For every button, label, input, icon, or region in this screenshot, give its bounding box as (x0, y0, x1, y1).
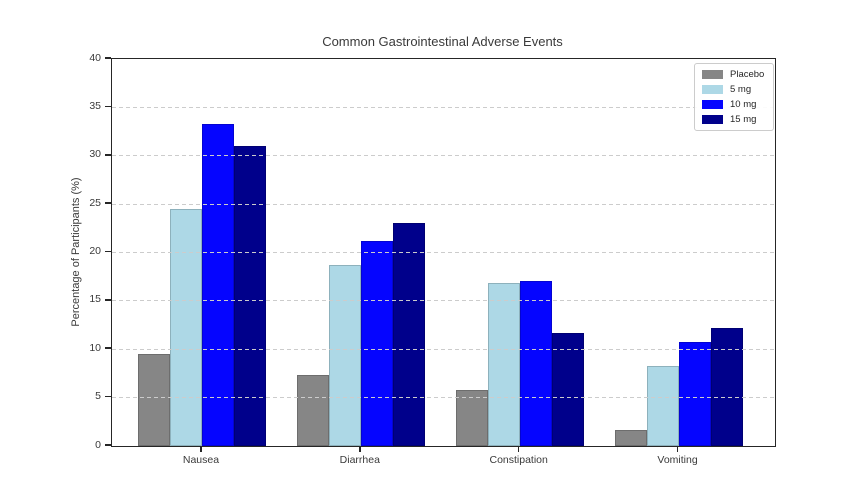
legend-item-placebo: Placebo (702, 69, 764, 80)
bar-vomiting-15-mg (710, 327, 743, 446)
x-tick-mark-nausea (200, 446, 202, 452)
y-tick-mark-25 (105, 202, 111, 204)
y-tick-label-40: 40 (89, 51, 101, 64)
bar-nausea-10-mg (201, 123, 234, 446)
legend-swatch-placebo (702, 70, 723, 79)
x-tick-mark-diarrhea (359, 446, 361, 452)
bar-nausea-5-mg (169, 208, 202, 446)
legend-label-placebo: Placebo (730, 69, 765, 80)
bar-diarrhea-placebo (296, 375, 329, 446)
legend-label-15-mg: 15 mg (730, 114, 757, 125)
x-tick-mark-constipation (517, 446, 520, 452)
y-tick-mark-35 (105, 105, 111, 108)
bar-vomiting-placebo (614, 429, 647, 446)
y-tick-label-30: 30 (89, 148, 101, 161)
gridline-25 (112, 203, 775, 205)
bar-constipation-5-mg (487, 283, 520, 446)
bar-vomiting-5-mg (646, 365, 679, 446)
legend-item-5-mg: 5 mg (702, 84, 764, 95)
y-tick-label-25: 25 (89, 196, 101, 209)
y-tick-mark-10 (105, 347, 111, 350)
plot-area (111, 58, 776, 447)
y-tick-mark-30 (105, 153, 111, 156)
bar-nausea-placebo (137, 354, 170, 446)
x-tick-label-vomiting: Vomiting (657, 454, 698, 466)
bar-constipation-placebo (455, 389, 488, 446)
gridline-5 (112, 397, 775, 399)
y-tick-label-5: 5 (95, 390, 101, 403)
bar-diarrhea-5-mg (328, 265, 361, 446)
legend-swatch-10-mg (702, 100, 723, 109)
legend-item-15-mg: 15 mg (702, 114, 764, 125)
y-tick-mark-15 (105, 299, 111, 301)
bar-nausea-15-mg (233, 146, 266, 446)
gridline-15 (112, 300, 775, 302)
x-tick-mark-vomiting (676, 446, 679, 452)
chart-title: Common Gastrointestinal Adverse Events (322, 34, 563, 49)
y-tick-mark-0 (105, 444, 111, 446)
y-tick-mark-40 (105, 57, 111, 59)
y-tick-label-20: 20 (89, 245, 101, 257)
y-tick-label-35: 35 (89, 99, 101, 112)
x-tick-label-constipation: Constipation (489, 454, 548, 466)
bar-diarrhea-10-mg (360, 240, 393, 446)
bar-diarrhea-15-mg (392, 223, 425, 446)
gridline-35 (112, 106, 775, 108)
y-tick-label-15: 15 (89, 293, 101, 306)
x-tick-label-nausea: Nausea (182, 454, 220, 466)
legend-label-10-mg: 10 mg (730, 99, 757, 110)
gridline-30 (112, 155, 775, 157)
gridline-10 (112, 348, 775, 350)
gridline-20 (112, 251, 775, 254)
bar-constipation-10-mg (519, 280, 552, 446)
y-tick-mark-20 (105, 250, 111, 253)
legend-swatch-15-mg (702, 115, 723, 124)
legend-swatch-5-mg (702, 85, 723, 94)
bar-vomiting-10-mg (678, 342, 711, 446)
x-tick-label-diarrhea: Diarrhea (339, 454, 380, 466)
legend: Placebo 5 mg 10 mg 15 mg (694, 63, 775, 131)
legend-label-5-mg: 5 mg (730, 84, 752, 95)
y-tick-mark-5 (105, 395, 111, 398)
bar-constipation-15-mg (551, 332, 584, 446)
y-tick-label-0: 0 (95, 438, 101, 451)
y-tick-label-10: 10 (89, 341, 101, 354)
legend-item-10-mg: 10 mg (702, 99, 764, 110)
